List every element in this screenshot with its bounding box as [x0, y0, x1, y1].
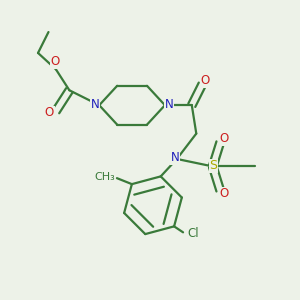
Text: N: N — [171, 151, 180, 164]
Text: S: S — [209, 159, 217, 172]
Text: O: O — [51, 56, 60, 68]
Text: Cl: Cl — [188, 227, 199, 240]
Text: CH₃: CH₃ — [94, 172, 115, 182]
Text: O: O — [219, 133, 228, 146]
Text: N: N — [164, 98, 173, 111]
Text: N: N — [91, 98, 100, 111]
Text: O: O — [45, 106, 54, 119]
Text: O: O — [219, 188, 228, 200]
Text: O: O — [201, 74, 210, 87]
